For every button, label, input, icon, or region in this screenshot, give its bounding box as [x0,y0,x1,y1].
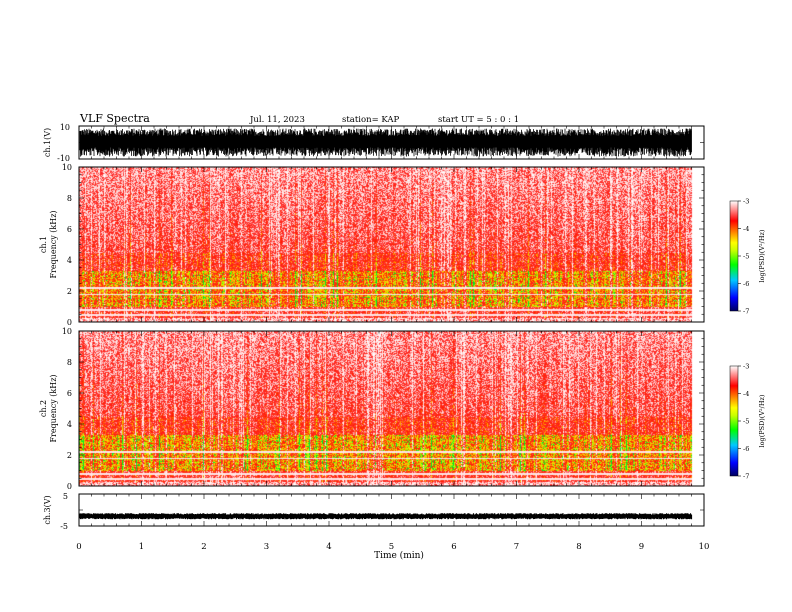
ch3-ytick-top: 5 [63,492,68,501]
ch1-colorbar [729,200,739,312]
ch3-waveform-trace [79,513,693,520]
y-tick-label: 0 [67,318,72,327]
ch2-colorbar-label: log(PSD)(V²/Hz) [758,394,766,447]
y-tick-label: 0 [67,482,72,491]
colorbar-tick-label: -4 [743,225,749,233]
start-time-label: start UT = 5 : 0 : 1 [438,115,519,125]
y-tick-label: 10 [62,163,72,172]
station-label: station= KAP [342,115,400,125]
x-axis-ticks [78,126,705,526]
ch2-spectrogram-freq-label: Frequency (kHz) [49,374,58,442]
colorbar-tick-label: -6 [743,445,749,453]
ch2-colorbar [729,365,739,477]
colorbar-tick-label: -4 [743,390,749,398]
ch1-colorbar-label: log(PSD)(V²/Hz) [758,229,766,282]
y-tick-label: 4 [67,420,72,429]
ch2-spectrogram-image [79,331,704,486]
y-tick-label: 8 [67,358,72,367]
x-tick-label: 6 [451,542,456,552]
ch1-spectrogram-image [79,167,704,322]
x-tick-label: 0 [76,542,81,552]
colorbar-tick-label: -3 [743,198,749,206]
colorbar-tick-label: -7 [743,473,749,481]
x-axis-tick-labels: 0 1 2 3 4 5 6 7 8 9 10 [76,542,709,552]
ch2-spectrogram-ylabel: ch.2 [39,400,48,417]
panel-ch3-waveform: 5 -5 ch.3(V) [43,492,705,531]
date-label: Jul. 11, 2023 [249,115,305,125]
ch1-waveform-trace [79,128,692,157]
y-tick-label: 10 [62,327,72,336]
ch1-spectrogram-yticks: 0 2 4 6 8 10 [62,163,704,327]
colorbar-tick-label: -5 [743,253,749,261]
x-tick-label: 10 [699,542,710,552]
x-tick-label: 1 [139,542,144,552]
x-tick-label: 4 [326,542,331,552]
x-tick-label: 2 [201,542,206,552]
ch2-colorbar-ticks: -3 -4 -5 -6 -7 [738,363,749,481]
x-tick-label: 5 [389,542,394,552]
panel-ch1-waveform: 10 -10 ch.1(V) [43,123,705,163]
x-tick-label: 3 [264,542,269,552]
colorbar-tick-label: -7 [743,308,749,316]
ch1-colorbar-ticks: -3 -4 -5 -6 -7 [738,198,749,316]
figure-title: VLF Spectra [79,112,150,125]
ch1-waveform-ylabel: ch.1(V) [43,128,52,157]
x-tick-label: 8 [576,542,581,552]
x-axis-label: Time (min) [374,550,424,561]
ch1-spectrogram-ylabel: ch.1 [39,236,48,253]
ch1-ytick-bottom: -10 [57,154,70,163]
ch3-waveform-ylabel: ch.3(V) [43,495,52,524]
x-tick-label: 9 [639,542,644,552]
colorbar-tick-label: -3 [743,363,749,371]
ch1-spectrogram-freq-label: Frequency (kHz) [49,210,58,278]
y-tick-label: 4 [67,256,72,265]
y-tick-label: 6 [67,389,72,398]
ch1-ytick-top: 10 [60,123,70,132]
x-tick-label: 7 [514,542,519,552]
y-tick-label: 8 [67,194,72,203]
y-tick-label: 2 [67,287,72,296]
y-tick-label: 6 [67,225,72,234]
y-tick-label: 2 [67,451,72,460]
ch3-ytick-bottom: -5 [60,522,68,531]
ch2-spectrogram-yticks: 0 2 4 6 8 10 [62,327,704,491]
colorbar-tick-label: -6 [743,280,749,288]
colorbar-tick-label: -5 [743,418,749,426]
